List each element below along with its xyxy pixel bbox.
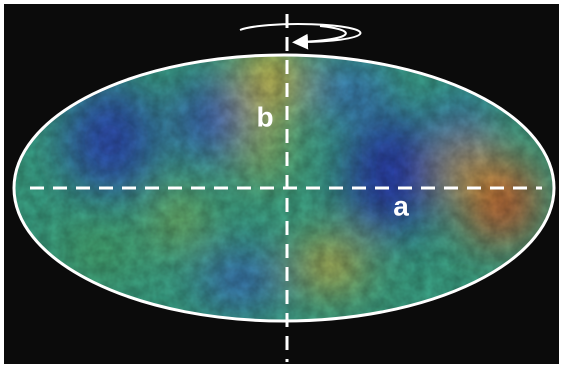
figure: b a xyxy=(0,0,564,369)
axis-label: a xyxy=(393,190,409,221)
axis-label: b xyxy=(256,101,273,132)
